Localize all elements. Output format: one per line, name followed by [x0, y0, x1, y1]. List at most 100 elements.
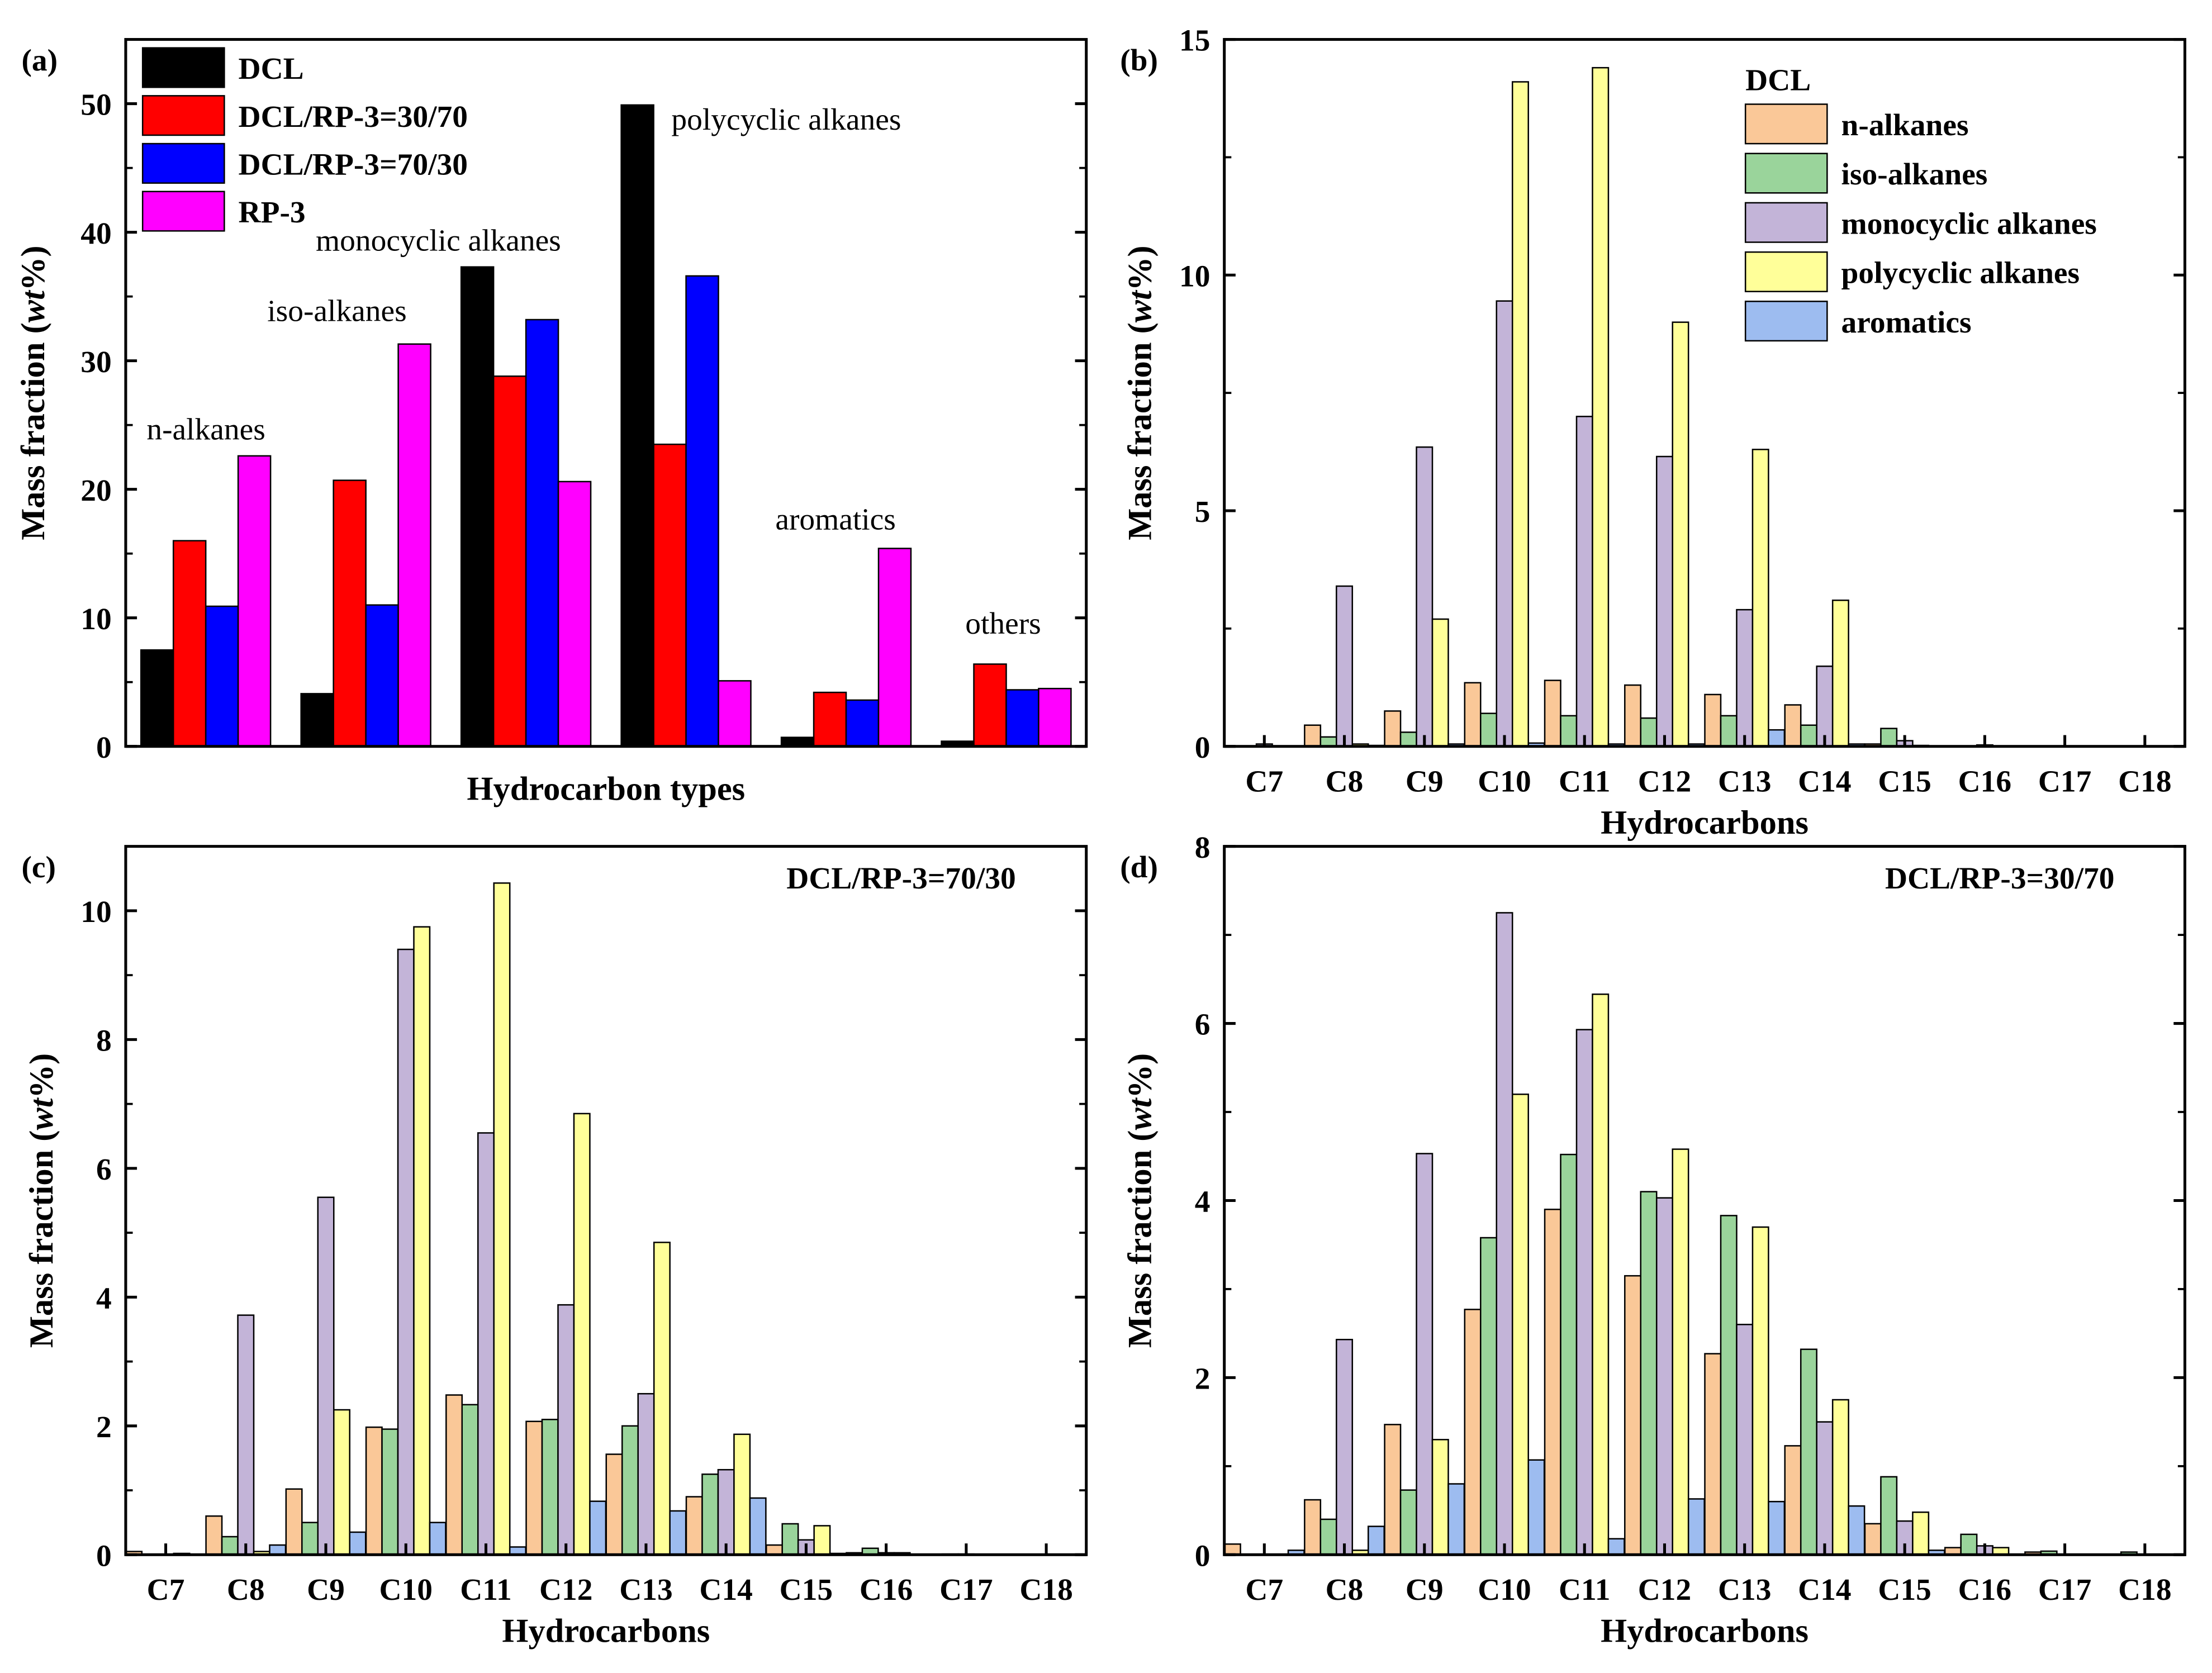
- bar-iso-alkanes-c9: [1399, 1489, 1417, 1556]
- bar-iso-alkanes-c8: [221, 1536, 239, 1556]
- y-tick-label: 15: [1179, 23, 1210, 58]
- bar-monocyclic-alkanes-c11: [477, 1132, 495, 1556]
- bar-n-alkanes-c13: [1704, 693, 1722, 747]
- x-tick-label: C15: [1878, 1572, 1931, 1607]
- x-tick-label: C13: [1718, 764, 1771, 798]
- y-axis-label-unit: wt: [15, 289, 52, 322]
- bar-monocyclic-alkanes-c10: [1496, 912, 1513, 1556]
- bar-monocyclic-alkanes-c8: [1336, 1338, 1354, 1556]
- bar-iso-alkanes-c8: [1319, 1518, 1337, 1556]
- bar-polycyclic-alkanes-c15: [1912, 1511, 1930, 1556]
- bar-n-alkanes-c11: [445, 1394, 463, 1556]
- bar-iso-alkanes-c10: [1480, 1237, 1498, 1556]
- y-tick-label: 10: [80, 602, 111, 636]
- bar-monocyclic-alkanes-c9: [317, 1196, 335, 1556]
- x-tick-label: C14: [1798, 764, 1851, 798]
- legend-swatch: [1744, 301, 1828, 342]
- bar-dcl-rp-3-30-70-aromatics: [813, 691, 847, 747]
- bar-n-alkanes-c10: [365, 1426, 383, 1556]
- bar-dcl-rp-3-70-30-iso-alkanes: [365, 604, 399, 747]
- x-tick-label: C18: [2118, 764, 2171, 798]
- bar-polycyclic-alkanes-c13: [1751, 449, 1769, 747]
- bar-n-alkanes-c13: [1704, 1353, 1722, 1556]
- bar-dcl-polycyclic-alkanes: [620, 104, 654, 747]
- bar-n-alkanes-c12: [1624, 1275, 1642, 1556]
- x-tick-label: C15: [780, 1572, 833, 1607]
- x-tick-label: C17: [2038, 1572, 2091, 1607]
- bar-polycyclic-alkanes-c13: [653, 1242, 671, 1556]
- y-tick-label: 10: [1179, 259, 1210, 293]
- bar-n-alkanes-c12: [525, 1420, 543, 1556]
- bar-polycyclic-alkanes-c10: [1511, 1094, 1529, 1556]
- bar-monocyclic-alkanes-c13: [1736, 609, 1754, 747]
- y-tick-label: 50: [80, 88, 111, 122]
- bar-iso-alkanes-c13: [621, 1425, 639, 1556]
- bar-polycyclic-alkanes-c10: [1511, 81, 1529, 747]
- x-tick-label: C8: [227, 1572, 265, 1607]
- legend-swatch: [141, 95, 225, 136]
- x-tick-label: C17: [2038, 764, 2091, 798]
- y-tick-label: 0: [1195, 1538, 1211, 1572]
- y-tick-label: 40: [80, 216, 111, 250]
- x-axis-label: Hydrocarbon types: [467, 770, 745, 807]
- legend-swatch: [141, 142, 225, 184]
- legend-swatch: [1744, 202, 1828, 243]
- bar-n-alkanes-c15: [1864, 1523, 1882, 1556]
- bar-dcl-rp-3-70-30-n-alkanes: [205, 605, 239, 747]
- bar-n-alkanes-c15: [765, 1544, 783, 1556]
- x-tick-label: C18: [2118, 1572, 2171, 1607]
- x-tick-label: C10: [379, 1572, 433, 1607]
- x-tick-label: C8: [1326, 764, 1364, 798]
- bar-dcl-rp-3-70-30-monocyclic-alkanes: [525, 319, 559, 747]
- category-annotation: monocyclic alkanes: [316, 224, 561, 258]
- bar-n-alkanes-c14: [1784, 704, 1802, 747]
- bar-polycyclic-alkanes-c11: [493, 882, 511, 1556]
- bar-monocyclic-alkanes-c10: [397, 948, 415, 1556]
- bar-polycyclic-alkanes-c11: [1592, 994, 1610, 1556]
- bar-n-alkanes-c11: [1544, 1209, 1561, 1556]
- bar-aromatics-c12: [1687, 1498, 1705, 1556]
- bar-n-alkanes-c8: [1304, 724, 1322, 747]
- bar-aromatics-c9: [349, 1531, 367, 1556]
- bar-monocyclic-alkanes-c10: [1496, 300, 1513, 747]
- bar-n-alkanes-c9: [1384, 1424, 1402, 1556]
- x-tick-label: C14: [699, 1572, 752, 1607]
- legend-label: iso-alkanes: [1841, 157, 1988, 191]
- y-axis-label-part: %): [1122, 245, 1159, 291]
- bar-dcl-iso-alkanes: [300, 693, 334, 747]
- legend-swatch: [141, 47, 225, 88]
- x-tick-label: C15: [1878, 764, 1931, 798]
- x-axis-label: Hydrocarbons: [502, 1613, 710, 1650]
- bar-monocyclic-alkanes-c13: [1736, 1324, 1754, 1556]
- bar-monocyclic-alkanes-c8: [1336, 585, 1354, 747]
- bar-n-alkanes-c14: [1784, 1445, 1802, 1556]
- legend-label: polycyclic alkanes: [1841, 256, 2080, 290]
- x-axis-label: Hydrocarbons: [1601, 804, 1808, 842]
- x-tick-label: C11: [460, 1572, 511, 1607]
- x-tick-label: C7: [1245, 764, 1283, 798]
- y-tick-label: 2: [1195, 1362, 1211, 1396]
- bar-monocyclic-alkanes-c9: [1416, 446, 1433, 747]
- bar-iso-alkanes-c11: [461, 1404, 479, 1556]
- bar-polycyclic-alkanes-c10: [413, 926, 431, 1556]
- bar-n-alkanes-c7: [1223, 1543, 1241, 1556]
- y-axis-label-part: Mass fraction (: [23, 1130, 60, 1348]
- bar-aromatics-c10: [429, 1522, 447, 1556]
- x-tick-label: C10: [1478, 1572, 1531, 1607]
- y-tick-label: 5: [1195, 495, 1211, 529]
- category-annotation: aromatics: [775, 502, 896, 536]
- bar-aromatics-c12: [589, 1500, 607, 1556]
- y-tick-label: 0: [96, 730, 112, 764]
- bar-n-alkanes-c8: [205, 1515, 223, 1556]
- bar-iso-alkanes-c9: [301, 1522, 319, 1556]
- panel-title: DCL/RP-3=70/30: [786, 861, 1015, 895]
- bar-monocyclic-alkanes-c13: [637, 1392, 655, 1556]
- bar-aromatics-c14: [1848, 1505, 1866, 1556]
- bar-polycyclic-alkanes-c11: [1592, 66, 1610, 747]
- x-tick-label: C7: [147, 1572, 185, 1607]
- y-tick-label: 20: [80, 473, 111, 507]
- bar-dcl-rp-3-30-70-polycyclic-alkanes: [653, 443, 687, 747]
- bar-polycyclic-alkanes-c14: [733, 1433, 751, 1556]
- bar-dcl-n-alkanes: [140, 649, 174, 747]
- legend-label: DCL: [239, 51, 304, 85]
